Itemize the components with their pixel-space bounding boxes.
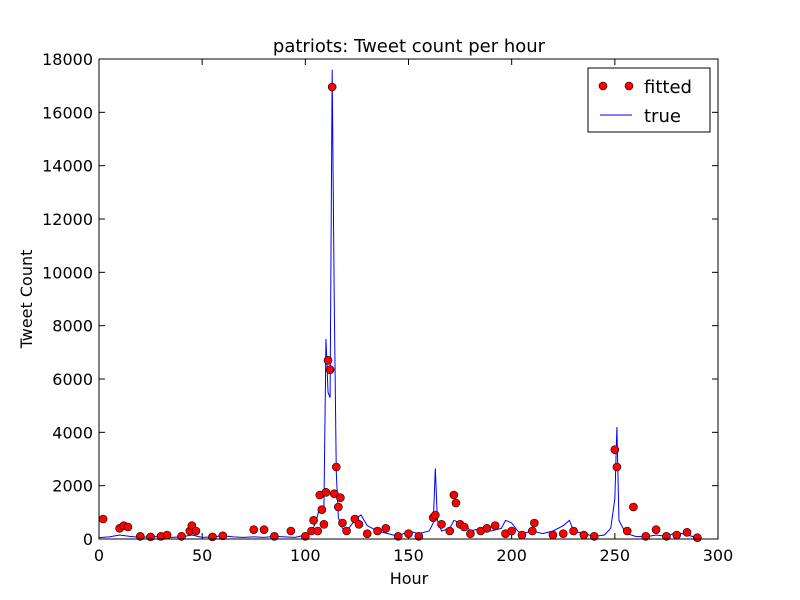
- x-tick-label: 100: [290, 546, 321, 565]
- point: [589, 532, 599, 541]
- legend-marker: [624, 81, 634, 91]
- point: [331, 462, 341, 472]
- point: [259, 525, 269, 534]
- point: [693, 533, 702, 542]
- point: [373, 526, 382, 536]
- point: [451, 498, 461, 508]
- point: [548, 530, 558, 540]
- point: [641, 532, 651, 541]
- legend-label: true: [644, 106, 681, 127]
- point: [517, 530, 527, 540]
- point: [459, 522, 469, 532]
- point: [651, 525, 661, 534]
- point: [507, 526, 516, 536]
- point: [404, 529, 413, 538]
- point: [321, 488, 331, 497]
- point: [530, 518, 539, 528]
- x-tick-label: 300: [703, 546, 734, 565]
- y-tick-label: 18000: [42, 50, 93, 69]
- point: [449, 490, 459, 500]
- point: [135, 532, 145, 541]
- point: [482, 524, 492, 533]
- point: [327, 82, 337, 92]
- x-tick-label: 150: [393, 546, 424, 565]
- point: [218, 531, 228, 541]
- point: [319, 520, 329, 529]
- point: [249, 525, 259, 534]
- point: [177, 532, 186, 541]
- point: [414, 532, 424, 541]
- point: [286, 526, 296, 536]
- y-axis-label: Tweet Count: [17, 250, 36, 350]
- point: [98, 514, 108, 524]
- point: [336, 493, 345, 502]
- point: [317, 505, 327, 514]
- point: [579, 530, 589, 540]
- y-tick-label: 14000: [42, 157, 93, 176]
- point: [309, 516, 318, 525]
- point: [354, 520, 364, 529]
- point: [490, 521, 500, 530]
- point: [191, 526, 201, 536]
- point: [313, 526, 323, 536]
- point: [334, 502, 343, 512]
- point: [208, 532, 217, 542]
- point: [662, 532, 671, 541]
- point: [682, 528, 692, 537]
- point: [431, 510, 440, 520]
- point: [612, 462, 622, 472]
- point: [123, 522, 133, 532]
- point: [342, 526, 351, 536]
- x-tick-label: 250: [600, 546, 631, 565]
- y-tick-label: 10000: [42, 263, 93, 282]
- y-tick-label: 4000: [52, 423, 93, 442]
- point: [323, 356, 333, 365]
- y-tick-label: 0: [83, 530, 93, 549]
- point: [393, 532, 403, 541]
- plot-frame: [98, 58, 719, 540]
- legend-label: fitted: [644, 77, 692, 98]
- y-tick-label: 8000: [52, 317, 93, 336]
- point: [437, 520, 446, 529]
- point: [362, 529, 372, 538]
- point: [629, 502, 638, 512]
- point: [672, 530, 682, 540]
- point: [162, 530, 172, 540]
- point: [622, 526, 632, 536]
- y-tick-label: 16000: [42, 103, 93, 122]
- point: [381, 524, 391, 533]
- point: [558, 529, 568, 538]
- point: [270, 532, 279, 541]
- chart-title: patriots: Tweet count per hour: [273, 36, 546, 57]
- x-tick-label: 0: [94, 546, 104, 565]
- point: [466, 529, 475, 538]
- legend-box: [587, 67, 711, 133]
- point: [527, 526, 537, 536]
- point: [301, 532, 310, 541]
- legend-marker: [598, 81, 608, 91]
- point: [445, 526, 455, 536]
- y-tick-label: 2000: [52, 477, 93, 496]
- y-tick-label: 6000: [52, 370, 93, 389]
- point: [610, 445, 620, 454]
- point: [325, 365, 335, 374]
- point: [329, 489, 339, 498]
- x-axis-label: Hour: [390, 569, 429, 588]
- point: [338, 518, 347, 528]
- point: [569, 526, 578, 536]
- x-tick-label: 50: [192, 546, 212, 565]
- point: [146, 532, 155, 542]
- x-tick-label: 200: [496, 546, 527, 565]
- y-tick-label: 12000: [42, 210, 93, 229]
